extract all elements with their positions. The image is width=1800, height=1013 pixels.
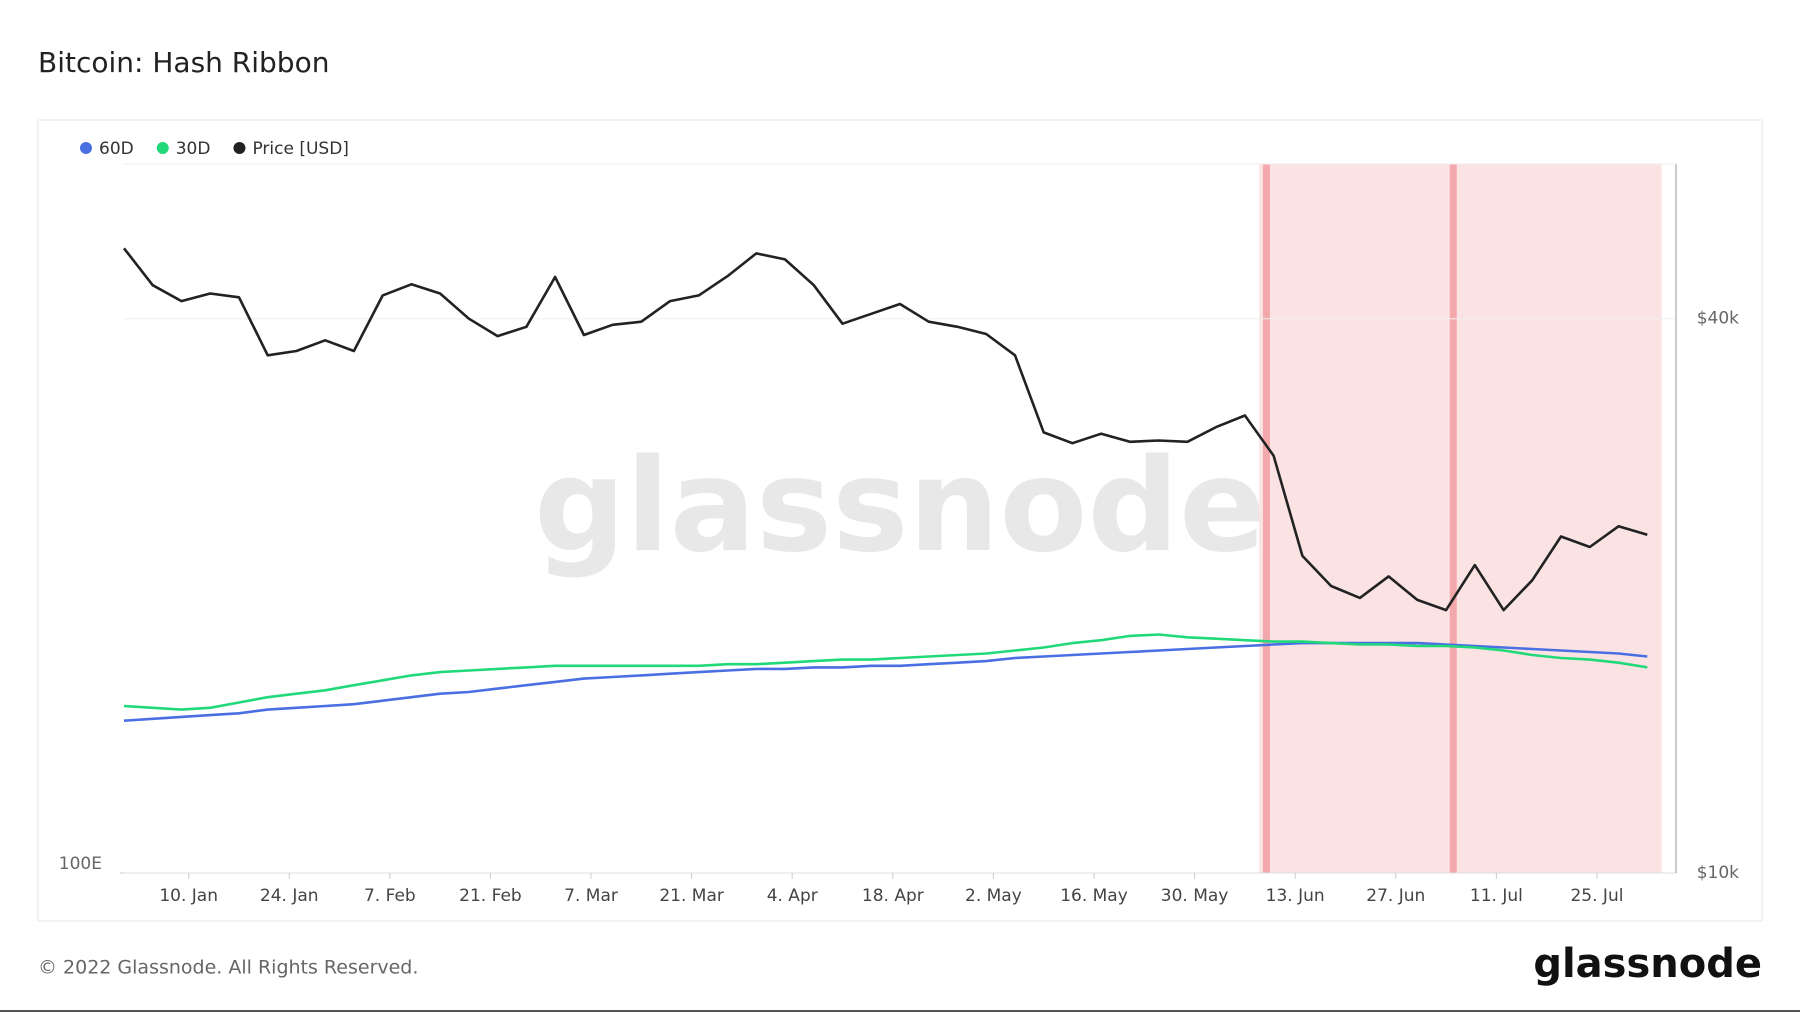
x-tick-label: 11. Jul (1470, 886, 1523, 906)
x-tick-label: 27. Jun (1366, 886, 1425, 906)
y-tick-label: 100E (59, 854, 102, 874)
chart-title: Bitcoin: Hash Ribbon (38, 46, 329, 79)
legend-swatch (156, 142, 169, 154)
x-tick-label: 13. Jun (1266, 886, 1325, 906)
x-tick-label: 18. Apr (862, 886, 924, 906)
copyright: © 2022 Glassnode. All Rights Reserved. (38, 957, 418, 979)
series-line (122, 247, 1648, 612)
x-tick-label: 7. Feb (364, 886, 416, 906)
shaded-range (1259, 164, 1662, 873)
y2-tick-label: $10k (1697, 863, 1739, 883)
x-tick-label: 10. Jan (159, 886, 218, 906)
legend-label: Price [USD] (252, 139, 348, 159)
x-tick-label: 25. Jul (1570, 886, 1623, 906)
legend-swatch (80, 142, 92, 154)
x-tick-label: 24. Jan (260, 886, 319, 906)
x-tick-label: 2. May (965, 886, 1022, 906)
x-tick-label: 21. Feb (459, 886, 522, 906)
x-tick-label: 4. Apr (767, 886, 818, 906)
legend-label: 60D (99, 139, 134, 159)
legend-label: 30D (176, 139, 211, 159)
series-line (123, 641, 1648, 722)
x-tick-label: 21. Mar (659, 886, 724, 906)
x-tick-label: 30. May (1161, 886, 1229, 906)
watermark: glassnode (534, 432, 1266, 581)
x-tick-label: 7. Mar (564, 886, 618, 906)
logo: glassnode (1533, 941, 1762, 987)
legend-swatch (233, 142, 246, 154)
x-tick-label: 16. May (1060, 886, 1128, 906)
series-line (123, 633, 1648, 711)
y2-tick-label: $40k (1697, 309, 1739, 329)
